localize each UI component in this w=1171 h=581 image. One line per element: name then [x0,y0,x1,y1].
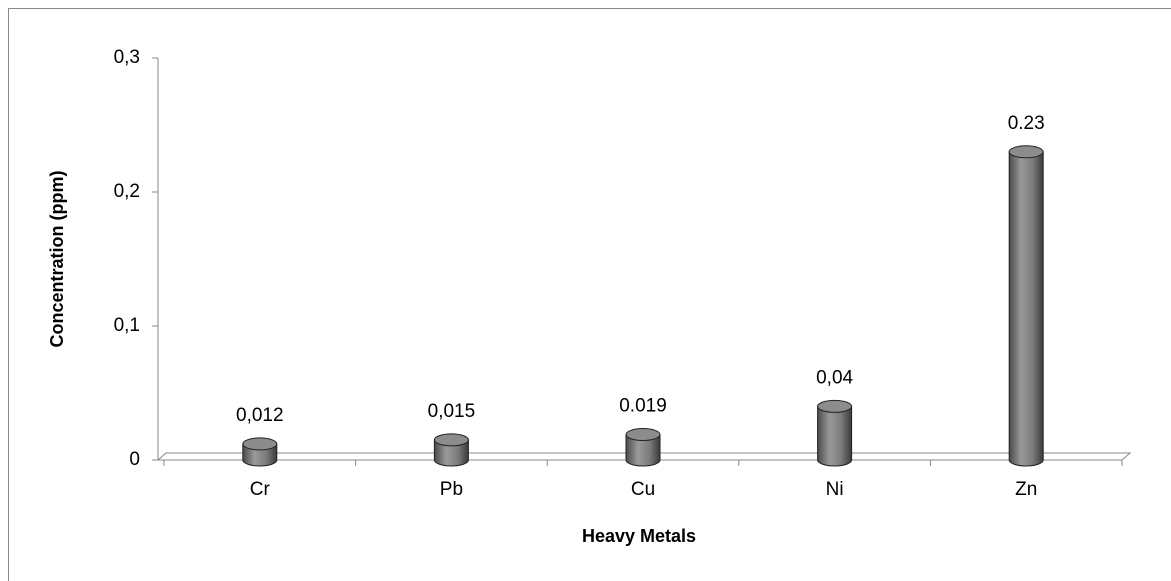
y-tick-label: 0,3 [114,47,140,68]
data-label: 0,012 [236,405,284,426]
data-label: 0,015 [428,401,476,422]
bar [433,439,469,467]
bar [1008,151,1044,467]
bar [817,405,853,467]
x-tick-label: Cu [631,479,655,500]
data-label: 0.019 [619,396,667,417]
bar [625,434,661,467]
bar-top [1008,145,1044,159]
y-tick-label: 0,2 [114,181,140,202]
bar-top [433,433,469,447]
data-label: 0,04 [816,367,853,388]
x-tick-label: Pb [440,479,463,500]
y-tick-label: 0,1 [114,315,140,336]
y-axis-title: Concentration (ppm) [47,171,67,348]
x-axis-title: Heavy Metals [582,526,696,546]
x-tick-label: Ni [826,479,844,500]
data-label: 0.23 [1008,113,1045,134]
y-tick-label: 0 [129,449,140,470]
x-tick-label: Zn [1015,479,1037,500]
bar-top [242,437,278,451]
bar-top [817,399,853,413]
chart-border [8,8,1171,581]
bar-top [625,428,661,442]
floor [156,452,1132,461]
x-tick-label: Cr [250,479,271,500]
